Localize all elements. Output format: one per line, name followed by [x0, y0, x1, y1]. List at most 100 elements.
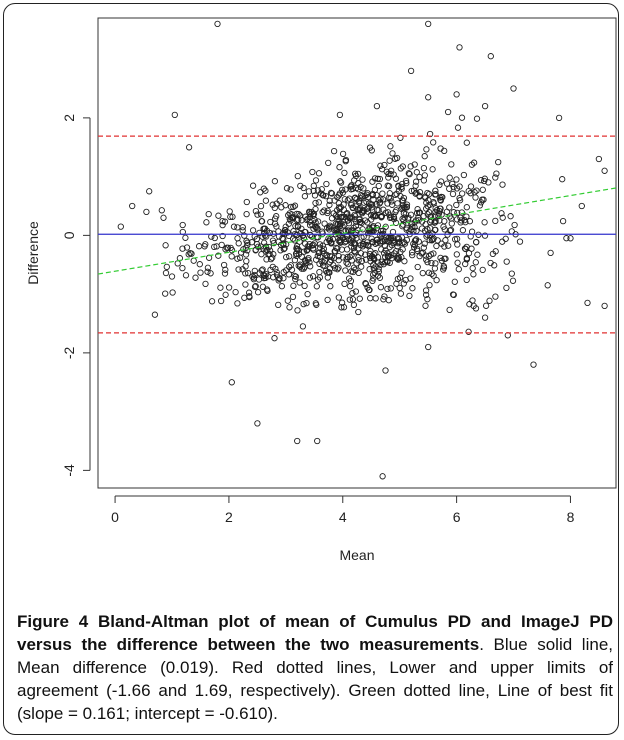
- data-point: [432, 217, 439, 224]
- data-point: [204, 264, 212, 271]
- data-point: [298, 225, 305, 232]
- data-point: [436, 194, 443, 201]
- data-point: [251, 271, 258, 279]
- data-point: [555, 114, 563, 122]
- data-point: [453, 201, 460, 209]
- data-point: [424, 296, 431, 303]
- data-point: [432, 190, 439, 198]
- data-point: [257, 202, 265, 210]
- data-point: [286, 253, 293, 260]
- data-point: [335, 264, 342, 271]
- reference-lines: [97, 135, 617, 334]
- data-point: [163, 263, 170, 271]
- data-point: [388, 214, 395, 221]
- data-point: [454, 241, 461, 248]
- data-point: [451, 236, 459, 243]
- data-point: [388, 167, 395, 174]
- data-point: [347, 277, 355, 285]
- data-point: [399, 163, 406, 170]
- data-point: [355, 180, 362, 187]
- data-point: [242, 281, 249, 288]
- data-point: [314, 187, 322, 194]
- data-point: [425, 94, 432, 101]
- data-point: [323, 238, 330, 246]
- data-point: [286, 304, 293, 311]
- data-point: [339, 150, 347, 158]
- data-point: [271, 335, 278, 342]
- data-point: [448, 161, 455, 168]
- data-point: [399, 197, 406, 204]
- data-point: [407, 67, 415, 75]
- data-point: [455, 266, 462, 273]
- data-point: [129, 202, 136, 210]
- data-point: [341, 280, 348, 288]
- data-point: [411, 241, 418, 249]
- data-point: [368, 147, 375, 154]
- data-point: [265, 243, 273, 251]
- data-point: [336, 164, 343, 171]
- data-point: [348, 268, 355, 275]
- data-point: [376, 274, 384, 281]
- data-point: [409, 285, 416, 292]
- data-point: [211, 243, 218, 251]
- data-point: [398, 254, 405, 261]
- data-point: [228, 379, 235, 386]
- data-point: [372, 240, 379, 247]
- data-point: [351, 211, 358, 219]
- data-point: [312, 256, 320, 263]
- data-point: [249, 182, 257, 189]
- data-point: [294, 172, 301, 180]
- data-point: [239, 227, 246, 234]
- data-point: [413, 227, 420, 235]
- data-point: [375, 268, 382, 275]
- data-point: [399, 239, 406, 247]
- data-point: [412, 237, 419, 244]
- data-point: [226, 208, 233, 215]
- data-point: [230, 223, 238, 230]
- data-point: [403, 179, 410, 187]
- data-point: [334, 266, 341, 273]
- data-point: [279, 230, 286, 237]
- data-point: [285, 271, 293, 278]
- data-point: [368, 253, 376, 260]
- data-point: [370, 213, 377, 220]
- data-point: [221, 218, 229, 225]
- data-point: [422, 287, 430, 294]
- data-point: [234, 300, 241, 307]
- y-tick-label: -2: [61, 346, 77, 359]
- data-point: [414, 263, 421, 271]
- data-point: [454, 259, 461, 266]
- data-point: [469, 297, 476, 304]
- data-point: [424, 226, 431, 233]
- data-point: [469, 265, 476, 272]
- data-point: [403, 203, 410, 210]
- data-point: [278, 283, 286, 290]
- data-point: [453, 185, 461, 192]
- x-axis: 0 2 4 6 8: [111, 495, 575, 525]
- data-point: [242, 251, 250, 258]
- data-point: [312, 300, 319, 307]
- data-point: [287, 262, 294, 269]
- data-point: [364, 219, 371, 226]
- data-point: [454, 209, 461, 217]
- data-point: [397, 290, 405, 297]
- data-point: [319, 208, 326, 216]
- data-point: [401, 214, 408, 221]
- data-point: [355, 254, 362, 261]
- data-point: [495, 158, 502, 166]
- data-point: [400, 217, 407, 224]
- data-point: [183, 244, 191, 251]
- data-point: [332, 226, 340, 233]
- data-point: [474, 251, 481, 258]
- data-point: [375, 265, 382, 273]
- data-point: [188, 250, 195, 257]
- data-point: [425, 269, 432, 276]
- data-point: [406, 170, 413, 178]
- data-point: [335, 237, 343, 245]
- data-point: [453, 176, 460, 183]
- data-point: [352, 266, 359, 273]
- data-point: [272, 265, 279, 273]
- data-point: [287, 203, 295, 211]
- plot-area: [97, 17, 617, 489]
- data-point: [422, 302, 429, 309]
